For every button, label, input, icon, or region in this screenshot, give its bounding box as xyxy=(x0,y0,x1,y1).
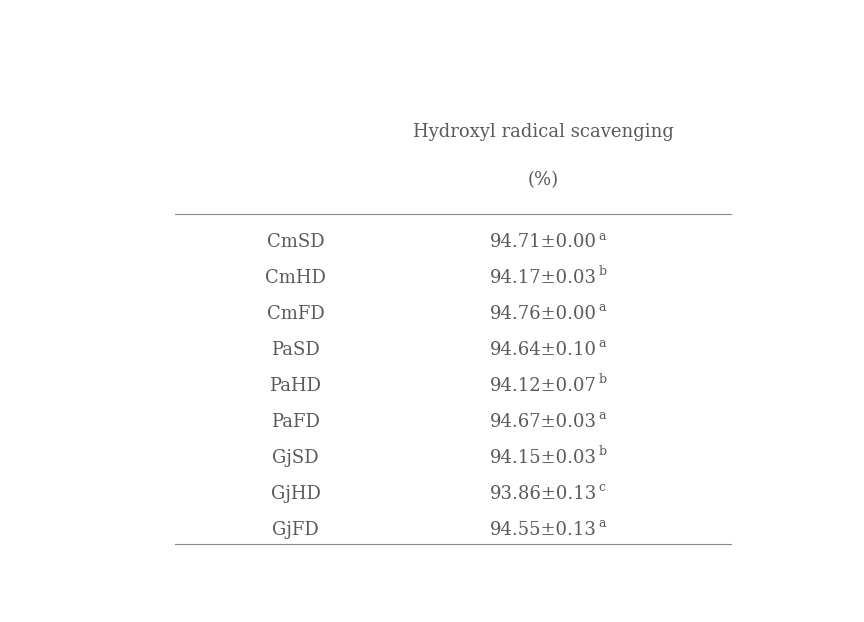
Text: b: b xyxy=(598,373,607,386)
Text: 94.71±0.00: 94.71±0.00 xyxy=(490,233,597,251)
Text: a: a xyxy=(599,409,606,422)
Text: b: b xyxy=(598,266,607,279)
Text: (%): (%) xyxy=(528,171,559,189)
Text: 94.15±0.03: 94.15±0.03 xyxy=(490,449,597,466)
Text: PaSD: PaSD xyxy=(271,341,320,359)
Text: GjSD: GjSD xyxy=(272,449,319,466)
Text: CmFD: CmFD xyxy=(267,305,324,323)
Text: a: a xyxy=(599,302,606,314)
Text: PaHD: PaHD xyxy=(270,377,321,395)
Text: 94.12±0.07: 94.12±0.07 xyxy=(490,377,597,395)
Text: a: a xyxy=(599,337,606,350)
Text: 94.76±0.00: 94.76±0.00 xyxy=(490,305,597,323)
Text: c: c xyxy=(599,481,606,494)
Text: 94.64±0.10: 94.64±0.10 xyxy=(490,341,597,359)
Text: GjHD: GjHD xyxy=(270,485,321,503)
Text: a: a xyxy=(599,517,606,530)
Text: 93.86±0.13: 93.86±0.13 xyxy=(490,485,597,503)
Text: 94.17±0.03: 94.17±0.03 xyxy=(490,269,597,287)
Text: Hydroxyl radical scavenging: Hydroxyl radical scavenging xyxy=(413,123,674,141)
Text: a: a xyxy=(599,230,606,243)
Text: CmSD: CmSD xyxy=(267,233,324,251)
Text: PaFD: PaFD xyxy=(271,413,320,431)
Text: CmHD: CmHD xyxy=(265,269,326,287)
Text: GjFD: GjFD xyxy=(272,521,319,539)
Text: 94.55±0.13: 94.55±0.13 xyxy=(490,521,597,539)
Text: 94.67±0.03: 94.67±0.03 xyxy=(490,413,597,431)
Text: b: b xyxy=(598,445,607,458)
